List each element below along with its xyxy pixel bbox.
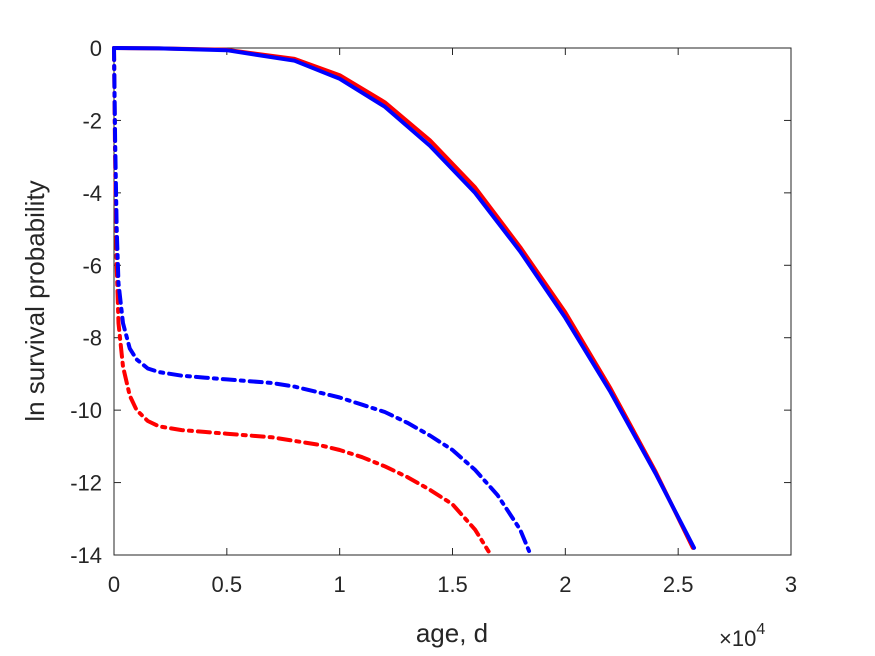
x-tick-label: 2.5 bbox=[663, 572, 694, 597]
x-axis: 0 0.5 1 1.5 2 2.5 3 bbox=[108, 48, 797, 597]
plot-area bbox=[113, 47, 792, 556]
y-tick-label: -10 bbox=[70, 398, 102, 423]
y-tick-label: -6 bbox=[82, 253, 102, 278]
x-exponent-base: ×10 bbox=[719, 626, 756, 651]
series-group bbox=[112, 46, 696, 554]
x-exponent-power: 4 bbox=[756, 621, 765, 638]
y-tick-label: -14 bbox=[70, 543, 102, 568]
x-exponent-label: ×104 bbox=[719, 621, 765, 651]
y-axis: 0 -2 -4 -6 -8 -10 -12 -14 bbox=[70, 36, 791, 568]
x-axis-label: age, d bbox=[416, 618, 488, 648]
series-line-3 bbox=[112, 46, 491, 554]
y-axis-label: ln survival probability bbox=[20, 180, 50, 421]
x-tick-label: 1 bbox=[334, 572, 346, 597]
series-line-4 bbox=[112, 46, 532, 554]
y-tick-label: 0 bbox=[90, 36, 102, 61]
x-tick-label: 0 bbox=[108, 572, 120, 597]
series-line-2 bbox=[112, 46, 696, 550]
x-tick-label: 2 bbox=[559, 572, 571, 597]
y-tick-label: -8 bbox=[82, 326, 102, 351]
y-tick-label: -2 bbox=[82, 108, 102, 133]
y-tick-label: -4 bbox=[82, 181, 102, 206]
y-tick-label: -12 bbox=[70, 471, 102, 496]
x-tick-label: 1.5 bbox=[437, 572, 468, 597]
x-tick-label: 3 bbox=[785, 572, 797, 597]
x-tick-label: 0.5 bbox=[212, 572, 243, 597]
